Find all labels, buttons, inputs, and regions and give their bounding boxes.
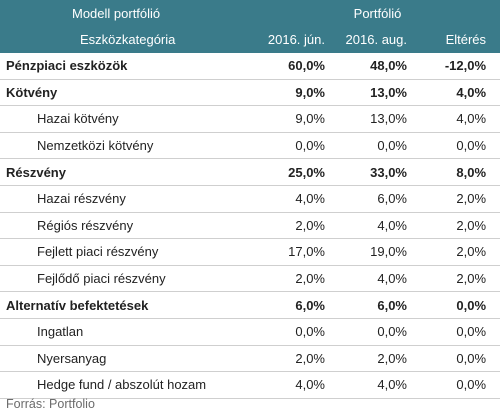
table-row: Kötvény 9,0% 13,0% 4,0% (0, 79, 500, 107)
jun-column-header: 2016. jún. (267, 32, 325, 47)
header-row-top: Modell portfólió Portfólió (0, 0, 500, 26)
table-row: Hedge fund / abszolút hozam 4,0% 4,0% 0,… (0, 371, 500, 399)
row-label: Fejlődő piaci részvény (0, 265, 255, 293)
aug-value: 0,0% (337, 318, 419, 346)
category-header: Eszközkategória (80, 32, 176, 47)
table-row: Alternatív befektetések 6,0% 6,0% 0,0% (0, 291, 500, 319)
row-label: Ingatlan (0, 318, 255, 346)
model-portfolio-header: Modell portfólió (72, 5, 161, 21)
table-row: Fejlődő piaci részvény 2,0% 4,0% 2,0% (0, 265, 500, 293)
diff-value: 2,0% (419, 185, 500, 213)
diff-value: 2,0% (419, 238, 500, 266)
jun-value: 0,0% (255, 132, 337, 160)
jun-value: 60,0% (255, 53, 337, 80)
diff-value: 0,0% (419, 132, 500, 160)
jun-value: 25,0% (255, 158, 337, 186)
table-body: Pénzpiaci eszközök 60,0% 48,0% -12,0% Kö… (0, 53, 500, 399)
aug-value: 6,0% (337, 185, 419, 213)
source-note: Forrás: Portfolio (6, 397, 95, 411)
portfolio-table: Modell portfólió Portfólió Eszközkategór… (0, 0, 500, 399)
aug-value: 4,0% (337, 212, 419, 240)
jun-value: 9,0% (255, 105, 337, 133)
aug-value: 2,0% (337, 345, 419, 373)
jun-value: 9,0% (255, 79, 337, 107)
aug-value: 0,0% (337, 132, 419, 160)
table-row: Pénzpiaci eszközök 60,0% 48,0% -12,0% (0, 53, 500, 80)
diff-value: 4,0% (419, 105, 500, 133)
aug-value: 13,0% (337, 79, 419, 107)
aug-value: 33,0% (337, 158, 419, 186)
jun-value: 0,0% (255, 318, 337, 346)
row-label: Régiós részvény (0, 212, 255, 240)
row-label: Fejlett piaci részvény (0, 238, 255, 266)
diff-value: 0,0% (419, 318, 500, 346)
aug-value: 19,0% (337, 238, 419, 266)
aug-value: 4,0% (337, 371, 419, 399)
aug-value: 6,0% (337, 291, 419, 319)
row-label: Alternatív befektetések (0, 291, 255, 319)
table-row: Nyersanyag 2,0% 2,0% 0,0% (0, 345, 500, 373)
row-label: Részvény (0, 158, 255, 186)
portfolio-header: Portfólió (353, 5, 402, 21)
jun-value: 2,0% (255, 265, 337, 293)
diff-value: 4,0% (419, 79, 500, 107)
jun-value: 17,0% (255, 238, 337, 266)
jun-value: 2,0% (255, 212, 337, 240)
diff-value: 2,0% (419, 212, 500, 240)
table-header: Modell portfólió Portfólió Eszközkategór… (0, 0, 500, 53)
jun-value: 4,0% (255, 185, 337, 213)
row-label: Hazai részvény (0, 185, 255, 213)
jun-value: 4,0% (255, 371, 337, 399)
table-row: Régiós részvény 2,0% 4,0% 2,0% (0, 212, 500, 240)
row-label: Nyersanyag (0, 345, 255, 373)
table-row: Hazai kötvény 9,0% 13,0% 4,0% (0, 105, 500, 133)
aug-value: 48,0% (337, 53, 419, 80)
jun-value: 6,0% (255, 291, 337, 319)
aug-value: 13,0% (337, 105, 419, 133)
row-label: Nemzetközi kötvény (0, 132, 255, 160)
table-row: Nemzetközi kötvény 0,0% 0,0% 0,0% (0, 132, 500, 160)
diff-value: 8,0% (419, 158, 500, 186)
row-label: Kötvény (0, 79, 255, 107)
table-row: Ingatlan 0,0% 0,0% 0,0% (0, 318, 500, 346)
jun-value: 2,0% (255, 345, 337, 373)
diff-value: 0,0% (419, 291, 500, 319)
diff-value: 0,0% (419, 371, 500, 399)
table-row: Részvény 25,0% 33,0% 8,0% (0, 158, 500, 186)
diff-value: -12,0% (419, 53, 500, 80)
diff-value: 2,0% (419, 265, 500, 293)
table-row: Fejlett piaci részvény 17,0% 19,0% 2,0% (0, 238, 500, 266)
diff-column-header: Eltérés (445, 32, 487, 47)
row-label: Pénzpiaci eszközök (0, 53, 255, 80)
header-row-bottom: Eszközkategória 2016. jún. 2016. aug. El… (0, 26, 500, 53)
diff-value: 0,0% (419, 345, 500, 373)
aug-value: 4,0% (337, 265, 419, 293)
row-label: Hazai kötvény (0, 105, 255, 133)
row-label: Hedge fund / abszolút hozam (0, 371, 255, 399)
table-row: Hazai részvény 4,0% 6,0% 2,0% (0, 185, 500, 213)
aug-column-header: 2016. aug. (345, 32, 407, 47)
